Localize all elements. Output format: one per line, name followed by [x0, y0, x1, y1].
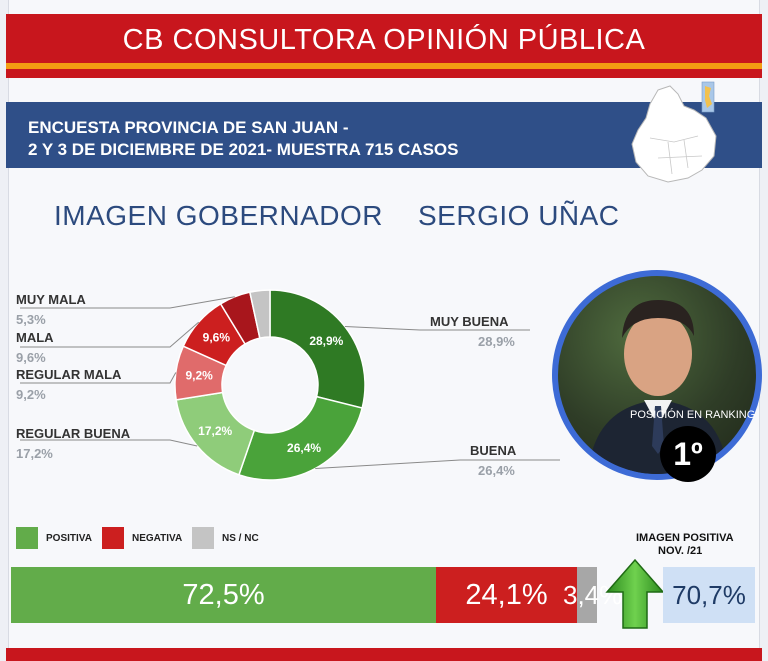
leader-line-buena	[315, 459, 560, 470]
donut-slice-label-mala: 9,6%	[203, 331, 231, 345]
bar-segment-ns-nc: 3,4%	[563, 567, 622, 623]
value-muy-mala: 5,3%	[16, 312, 46, 327]
value-buena: 26,4%	[478, 463, 515, 478]
header-stripe	[6, 63, 762, 69]
donut-slice-ns-nc	[248, 289, 271, 339]
donut-slice-muy-buena	[269, 289, 366, 409]
legend-swatch-negativa	[102, 527, 124, 549]
previous-image-title: IMAGEN POSITIVA NOV. /21	[636, 532, 768, 558]
donut-slice-label-regular-buena: 17,2%	[198, 424, 232, 438]
donut-slice-label-buena: 26,4%	[287, 441, 321, 455]
footer-band	[6, 648, 762, 661]
donut-slice-label-muy-buena: 28,9%	[309, 334, 343, 348]
label-muy-buena: MUY BUENA	[430, 314, 509, 329]
leader-line-muy-mala	[20, 296, 235, 309]
label-regular-mala: REGULAR MALA	[16, 367, 122, 382]
donut-leader-lines	[20, 296, 560, 470]
value-mala: 9,6%	[16, 350, 46, 365]
san-juan-map-icon	[631, 81, 717, 183]
leader-line-regular-mala	[20, 372, 177, 384]
legend-negativa: NEGATIVA	[102, 527, 182, 549]
value-regular-mala: 9,2%	[16, 387, 46, 402]
legend-label-negativa: NEGATIVA	[132, 532, 183, 544]
leader-line-muy-buena	[344, 326, 530, 331]
bar-label-positiva: 72,5%	[182, 579, 265, 611]
legend-label-nsnc: NS / NC	[222, 532, 259, 544]
donut-slices	[174, 289, 366, 481]
legend-swatch-positiva	[16, 527, 38, 549]
heading-image-governor: IMAGEN GOBERNADOR	[54, 200, 383, 231]
leader-line-regular-buena	[20, 439, 198, 447]
arrow-up-icon	[605, 558, 665, 629]
leader-line-mala	[20, 321, 200, 348]
ranking-position-badge: 1º	[660, 426, 716, 482]
legend-swatch-nsnc	[192, 527, 214, 549]
survey-line-1: ENCUESTA PROVINCIA DE SAN JUAN -	[28, 118, 349, 137]
header-band: CB CONSULTORA OPINIÓN PÚBLICA	[6, 14, 762, 78]
bar-label-negativa: 24,1%	[465, 579, 548, 611]
donut-slice-labels: 28,9% 26,4% 17,2% 9,2% 9,6%	[185, 331, 343, 455]
value-muy-buena: 28,9%	[478, 334, 515, 349]
legend-label-positiva: POSITIVA	[46, 532, 92, 544]
label-mala: MALA	[16, 330, 54, 345]
ranking-label: POSICIÓN EN RANKING	[630, 409, 756, 421]
value-regular-buena: 17,2%	[16, 446, 53, 461]
portrait-illustration-icon	[588, 300, 728, 474]
legend-nsnc: NS / NC	[192, 527, 259, 549]
legend-positiva: POSITIVA	[16, 527, 92, 549]
previous-image-value: 70,7%	[663, 567, 755, 623]
header-title: CB CONSULTORA OPINIÓN PÚBLICA	[122, 24, 646, 56]
previous-image-title-line-2: NOV. /21	[658, 545, 703, 557]
bar-segment-positiva: 72,5%	[11, 567, 436, 623]
donut-slice-buena	[237, 395, 364, 481]
bar-segment-negativa: 24,1%	[436, 567, 577, 623]
survey-line-2: 2 Y 3 DE DICIEMBRE DE 2021- MUESTRA 715 …	[28, 140, 459, 159]
label-buena: BUENA	[470, 443, 517, 458]
donut-slice-label-regular-mala: 9,2%	[185, 369, 213, 383]
governor-photo	[552, 270, 762, 480]
previous-image-title-line-1: IMAGEN POSITIVA	[636, 532, 734, 544]
label-muy-mala: MUY MALA	[16, 292, 86, 307]
heading-governor-name: SERGIO UÑAC	[418, 200, 620, 231]
label-regular-buena: REGULAR BUENA	[16, 426, 131, 441]
donut-chart: 28,9% 26,4% 17,2% 9,2% 9,6%	[20, 289, 560, 481]
